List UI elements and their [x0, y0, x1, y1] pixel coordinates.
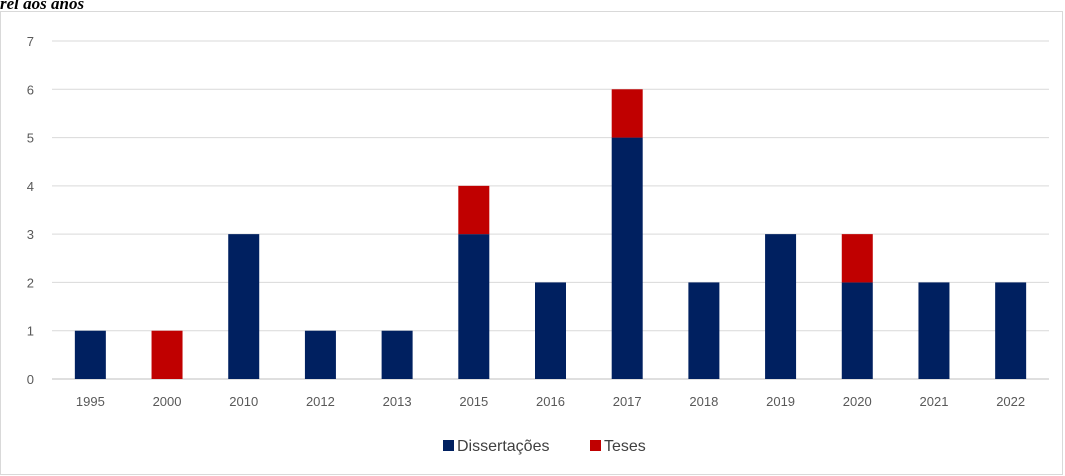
y-tick-label: 2 [27, 275, 34, 290]
bar-dissertacoes-2017 [611, 137, 643, 379]
bar-dissertacoes-1995 [74, 330, 106, 379]
x-tick-label: 2019 [766, 394, 795, 409]
chart-frame [0, 11, 1063, 475]
x-tick-label: 2018 [689, 394, 718, 409]
x-tick-label: 2016 [536, 394, 565, 409]
x-tick-label: 2022 [996, 394, 1025, 409]
y-tick-label: 6 [27, 82, 34, 97]
legend-dissertacoes-label: Dissertações [457, 438, 549, 455]
y-tick-label: 5 [27, 131, 34, 146]
bar-teses-2000 [151, 330, 183, 379]
bar-teses-2017 [611, 89, 643, 138]
bar-dissertacoes-2010 [228, 234, 260, 379]
x-tick-label: 2020 [843, 394, 872, 409]
bar-dissertacoes-2021 [918, 282, 950, 379]
y-tick-label: 3 [27, 227, 34, 242]
x-tick-label: 1995 [76, 394, 105, 409]
y-tick-label: 0 [27, 372, 34, 387]
y-tick-label: 1 [27, 324, 34, 339]
bar-dissertacoes-2015 [458, 234, 490, 379]
x-tick-label: 2010 [229, 394, 258, 409]
y-tick-label: 4 [27, 179, 34, 194]
legend-teses-label: Teses [604, 438, 646, 455]
x-tick-label: 2015 [459, 394, 488, 409]
legend-dissertacoes-swatch [443, 440, 454, 451]
figure-caption: rel aos anos [0, 0, 85, 13]
bar-dissertacoes-2018 [688, 282, 720, 379]
x-tick-label: 2012 [306, 394, 335, 409]
y-tick-label: 7 [27, 34, 34, 49]
bar-teses-2015 [458, 185, 490, 235]
x-tick-label: 2013 [383, 394, 412, 409]
bar-dissertacoes-2022 [995, 282, 1027, 379]
x-tick-label: 2017 [613, 394, 642, 409]
bar-dissertacoes-2013 [381, 330, 413, 379]
bar-dissertacoes-2016 [535, 282, 566, 379]
x-tick-label: 2021 [920, 394, 949, 409]
bar-dissertacoes-2012 [304, 330, 336, 379]
bar-dissertacoes-2019 [765, 234, 797, 379]
bar-teses-2020 [841, 234, 873, 283]
bar-dissertacoes-2020 [841, 282, 873, 379]
legend-teses-swatch [590, 440, 601, 451]
x-tick-label: 2000 [153, 394, 182, 409]
